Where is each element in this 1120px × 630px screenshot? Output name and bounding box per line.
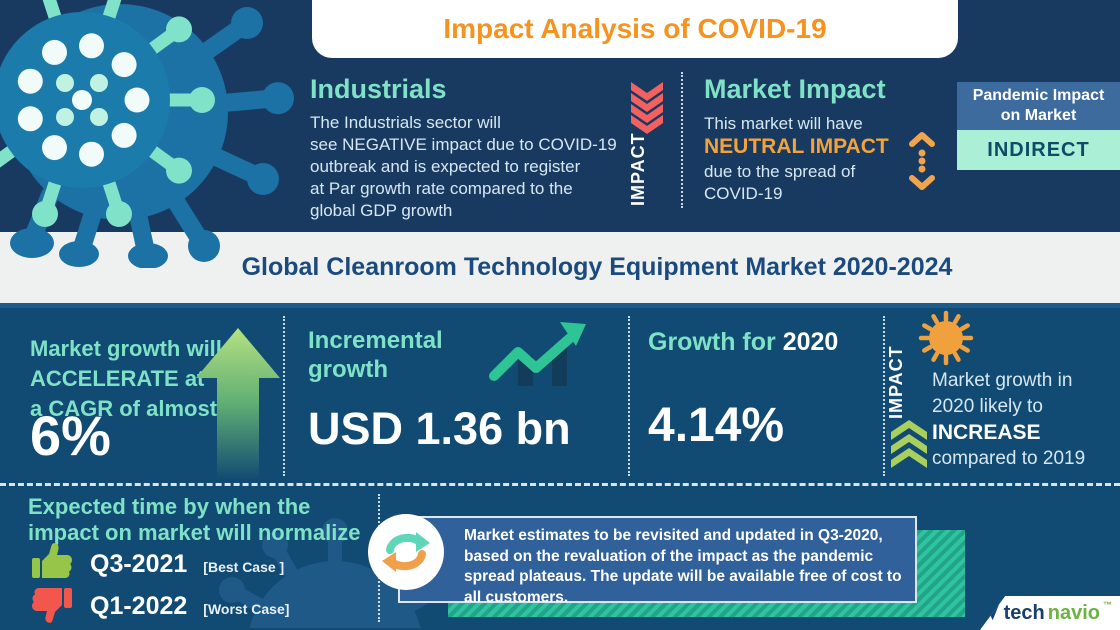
pandemic-impact-box-value: INDIRECT xyxy=(957,130,1120,170)
impact-2020-label: IMPACT xyxy=(886,345,906,419)
industrials-heading: Industrials xyxy=(310,74,447,104)
stats-band: Market growth will ACCELERATE at a CAGR … xyxy=(0,308,1120,486)
cagr-heading: Market growth will ACCELERATE at a CAGR … xyxy=(30,336,222,421)
logo-text-navio: navio xyxy=(1047,601,1100,624)
worst-case-value: Q1-2022 xyxy=(90,592,188,620)
market-impact-line2: due to the spread of xyxy=(704,162,856,181)
growth-2020-heading-year: 2020 xyxy=(782,328,839,356)
incremental-growth-value: USD 1.36 bn xyxy=(308,403,571,454)
report-title: Global Cleanroom Technology Equipment Ma… xyxy=(241,253,953,281)
coronavirus-small-icon xyxy=(918,310,974,371)
growth-arrow-up-icon xyxy=(196,328,280,485)
impact-2020-line1: Market growth in 2020 likely to xyxy=(932,370,1073,417)
note-box: Market estimates to be revisited and upd… xyxy=(398,516,917,606)
stats-divider-2 xyxy=(628,316,630,476)
market-impact-highlight: NEUTRAL IMPACT xyxy=(704,135,889,158)
best-case-row: Q3-2021 [Best Case ] xyxy=(30,542,284,587)
top-section-divider xyxy=(681,72,683,208)
bottom-band: Expected time by when the impact on mark… xyxy=(0,486,1120,630)
note-text: Market estimates to be revisited and upd… xyxy=(464,527,902,606)
top-band: Impact Analysis of COVID-19 Industrials … xyxy=(0,0,1120,268)
thumbs-up-icon xyxy=(30,542,74,587)
market-impact-heading: Market Impact xyxy=(704,74,886,104)
update-swap-icon xyxy=(368,514,444,590)
impact-2020-line2: compared to 2019 xyxy=(932,448,1086,469)
best-case-label: [Best Case ] xyxy=(203,559,285,575)
cagr-value: 6% xyxy=(30,404,111,467)
market-impact-line1: This market will have xyxy=(704,114,863,133)
negative-impact-chevrons-down-icon xyxy=(630,82,664,141)
technavio-logo: tech navio ™ xyxy=(980,596,1120,630)
pandemic-impact-box-label: Pandemic Impact on Market xyxy=(957,82,1120,130)
impact-2020-text: Market growth in 2020 likely to INCREASE… xyxy=(932,368,1118,472)
growth-2020-heading-prefix: Growth for xyxy=(648,328,783,356)
logo-trademark: ™ xyxy=(1103,600,1112,610)
industrials-impact-label: IMPACT xyxy=(628,132,648,206)
industrials-body: The Industrials sector will see NEGATIVE… xyxy=(310,113,617,220)
incremental-growth-heading: Incremental growth xyxy=(308,327,443,383)
stats-divider-3 xyxy=(883,316,885,476)
logo-text-tech: tech xyxy=(1003,601,1045,624)
impact-2020-highlight: INCREASE xyxy=(932,421,1041,444)
increase-chevrons-up-icon xyxy=(890,420,928,475)
best-case-value: Q3-2021 xyxy=(90,550,188,578)
worst-case-label: [Worst Case] xyxy=(203,601,290,617)
neutral-impact-icon xyxy=(904,131,940,196)
title-band: Global Cleanroom Technology Equipment Ma… xyxy=(0,232,1120,308)
market-impact-line3: COVID-19 xyxy=(704,184,783,203)
normalize-heading: Expected time by when the impact on mark… xyxy=(28,494,361,545)
coronavirus-illustration xyxy=(0,0,294,268)
growth-2020-heading: Growth for 2020 xyxy=(648,328,838,357)
worst-case-row: Q1-2022 [Worst Case] xyxy=(30,584,289,629)
technavio-plane-icon xyxy=(980,601,1001,626)
growth-2020-value: 4.14% xyxy=(648,399,785,452)
thumbs-down-icon xyxy=(30,584,74,629)
banner-title: Impact Analysis of COVID-19 xyxy=(443,13,827,44)
stats-divider-1 xyxy=(283,316,285,476)
banner: Impact Analysis of COVID-19 xyxy=(312,0,958,58)
trend-up-chart-icon xyxy=(488,320,588,393)
